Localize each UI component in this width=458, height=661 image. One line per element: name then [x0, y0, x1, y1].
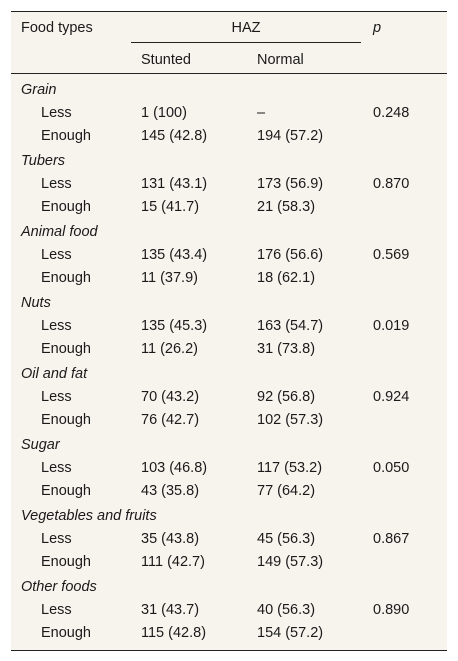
data-table: Food types HAZ p Stunted Normal Grain Les…	[11, 11, 447, 651]
p-value-cell: 0.867	[373, 531, 410, 547]
normal-cell: 173 (56.9)	[257, 176, 324, 192]
group-heading: Nuts	[21, 295, 51, 311]
row-label: Less	[41, 389, 72, 405]
stunted-cell: 135 (43.4)	[141, 247, 208, 263]
group-heading: Other foods	[21, 579, 97, 595]
header-stunted: Stunted	[141, 52, 191, 68]
normal-cell: 163 (54.7)	[257, 318, 324, 334]
p-value-cell: 0.019	[373, 318, 410, 334]
row-label: Enough	[41, 199, 91, 215]
table-bottom-rule	[11, 650, 447, 651]
normal-cell: 149 (57.3)	[257, 554, 324, 570]
p-value-cell: 0.890	[373, 602, 410, 618]
table-row: Less 131 (43.1) 173 (56.9) 0.870	[11, 175, 447, 198]
table-row: Less 1 (100) – 0.248	[11, 104, 447, 127]
table-row: Less 35 (43.8) 45 (56.3) 0.867	[11, 530, 447, 553]
normal-cell: 92 (56.8)	[257, 389, 316, 405]
stunted-cell: 103 (46.8)	[141, 460, 208, 476]
stunted-cell: 43 (35.8)	[141, 483, 200, 499]
group-heading: Vegetables and fruits	[21, 508, 157, 524]
normal-cell: 45 (56.3)	[257, 531, 316, 547]
normal-cell: 102 (57.3)	[257, 412, 324, 428]
group-heading: Grain	[21, 82, 57, 98]
stunted-cell: 11 (37.9)	[141, 270, 198, 286]
table-row: Enough 145 (42.8) 194 (57.2)	[11, 127, 447, 150]
row-label: Enough	[41, 625, 91, 641]
p-value-cell: 0.050	[373, 460, 410, 476]
normal-cell: 31 (73.8)	[257, 341, 316, 357]
table-row: Enough 115 (42.8) 154 (57.2)	[11, 624, 447, 647]
group-heading: Animal food	[21, 224, 98, 240]
row-label: Less	[41, 602, 72, 618]
table-row: Enough 76 (42.7) 102 (57.3)	[11, 411, 447, 434]
stunted-cell: 1 (100)	[141, 105, 187, 121]
stunted-cell: 115 (42.8)	[141, 625, 207, 641]
row-label: Less	[41, 531, 72, 547]
table-row: Enough 11 (37.9) 18 (62.1)	[11, 269, 447, 292]
normal-cell: 117 (53.2)	[257, 460, 323, 476]
normal-cell: 176 (56.6)	[257, 247, 324, 263]
row-label: Less	[41, 176, 72, 192]
normal-cell: 77 (64.2)	[257, 483, 316, 499]
row-label: Less	[41, 318, 72, 334]
normal-cell: 154 (57.2)	[257, 625, 324, 641]
stunted-cell: 131 (43.1)	[141, 176, 208, 192]
stunted-cell: 135 (45.3)	[141, 318, 208, 334]
stunted-cell: 70 (43.2)	[141, 389, 200, 405]
row-label: Less	[41, 460, 72, 476]
haz-span-rule	[131, 42, 361, 43]
table-row: Less 70 (43.2) 92 (56.8) 0.924	[11, 388, 447, 411]
group-heading: Sugar	[21, 437, 60, 453]
row-label: Less	[41, 105, 72, 121]
row-label: Enough	[41, 483, 91, 499]
table-row: Enough 11 (26.2) 31 (73.8)	[11, 340, 447, 363]
stunted-cell: 11 (26.2)	[141, 341, 198, 357]
normal-cell: 194 (57.2)	[257, 128, 324, 144]
group-heading: Oil and fat	[21, 366, 88, 382]
stunted-cell: 35 (43.8)	[141, 531, 200, 547]
table-row: Enough 43 (35.8) 77 (64.2)	[11, 482, 447, 505]
table-row: Less 135 (45.3) 163 (54.7) 0.019	[11, 317, 447, 340]
header-food-types: Food types	[21, 20, 93, 36]
table-row: Less 31 (43.7) 40 (56.3) 0.890	[11, 601, 447, 624]
row-label: Enough	[41, 270, 91, 286]
header-p-value: p	[373, 20, 382, 36]
p-value-cell: 0.924	[373, 389, 410, 405]
table-top-rule	[11, 11, 447, 12]
group-heading: Tubers	[21, 153, 66, 169]
normal-cell: –	[257, 105, 266, 121]
row-label: Enough	[41, 412, 91, 428]
table-row: Enough 15 (41.7) 21 (58.3)	[11, 198, 447, 221]
stunted-cell: 111 (42.7)	[141, 554, 205, 570]
row-label: Enough	[41, 554, 91, 570]
stunted-cell: 145 (42.8)	[141, 128, 208, 144]
stunted-cell: 76 (42.7)	[141, 412, 200, 428]
p-value-cell: 0.870	[373, 176, 410, 192]
header-bottom-rule	[11, 73, 447, 74]
row-label: Less	[41, 247, 72, 263]
header-haz: HAZ	[231, 20, 261, 36]
stunted-cell: 31 (43.7)	[141, 602, 200, 618]
table-row: Enough 111 (42.7) 149 (57.3)	[11, 553, 447, 576]
stunted-cell: 15 (41.7)	[141, 199, 200, 215]
header-normal: Normal	[257, 52, 304, 68]
row-label: Enough	[41, 341, 91, 357]
normal-cell: 40 (56.3)	[257, 602, 316, 618]
p-value-cell: 0.569	[373, 247, 410, 263]
table-row: Less 135 (43.4) 176 (56.6) 0.569	[11, 246, 447, 269]
normal-cell: 18 (62.1)	[257, 270, 316, 286]
table-row: Less 103 (46.8) 117 (53.2) 0.050	[11, 459, 447, 482]
normal-cell: 21 (58.3)	[257, 199, 316, 215]
p-value-cell: 0.248	[373, 105, 410, 121]
row-label: Enough	[41, 128, 91, 144]
